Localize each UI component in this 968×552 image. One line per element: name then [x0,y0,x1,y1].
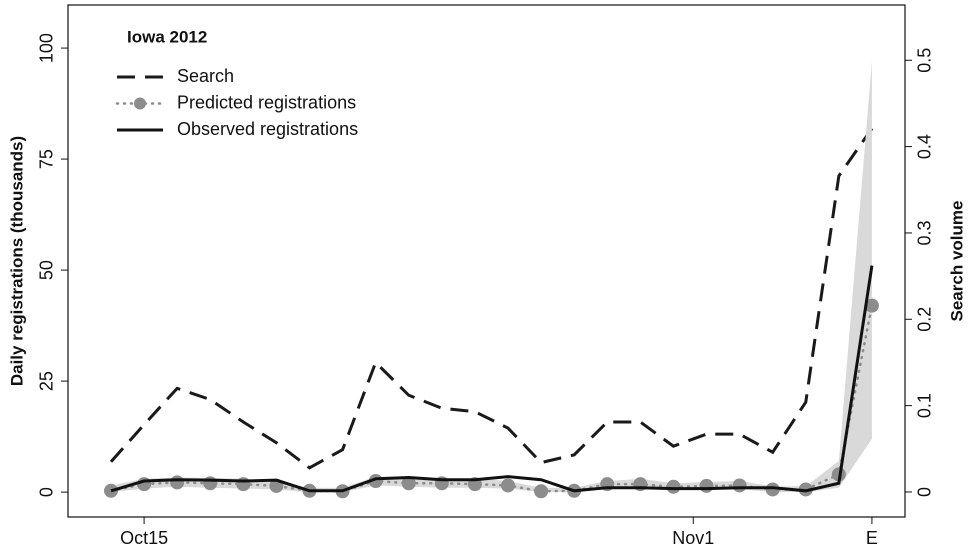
data-point [864,298,879,313]
data-point [534,484,549,499]
y2-tick-label: 0 [915,487,935,497]
y-axis-label: Daily registrations (thousands) [7,136,26,386]
data-point [732,478,747,493]
y2-tick-label: 0.4 [915,134,935,159]
y-tick-label: 100 [37,33,57,63]
data-point [699,478,714,493]
y2-tick-label: 0.1 [915,393,935,418]
series-line [109,127,874,470]
data-point [765,482,780,497]
data-point [137,477,152,492]
y2-tick-label: 0.2 [915,307,935,332]
legend-label: Observed registrations [177,119,358,139]
legend-swatch-point [134,97,146,110]
y2-tick-label: 0.5 [915,48,935,73]
plot-frame [67,4,906,518]
x-tick-label: Oct15 [120,528,168,548]
data-point [236,477,251,492]
y2-axis-label: Search volume [947,201,966,322]
y-tick-label: 75 [37,149,57,169]
data-point [666,479,681,494]
data-point [401,476,416,491]
x-tick-label: Nov1 [672,528,714,548]
series-line [110,265,874,493]
legend-label: Search [177,66,234,86]
data-point [501,478,516,493]
chart-title: Iowa 2012 [127,27,207,46]
data-point [170,475,185,490]
y2-tick-label: 0.3 [915,220,935,245]
y-tick-label: 0 [37,487,57,497]
x-tick-label: E [866,528,878,548]
y-tick-label: 25 [37,371,57,391]
y-tick-label: 50 [37,260,57,280]
legend-label: Predicted registrations [177,92,356,112]
data-point [203,476,218,491]
series-line [109,304,874,493]
